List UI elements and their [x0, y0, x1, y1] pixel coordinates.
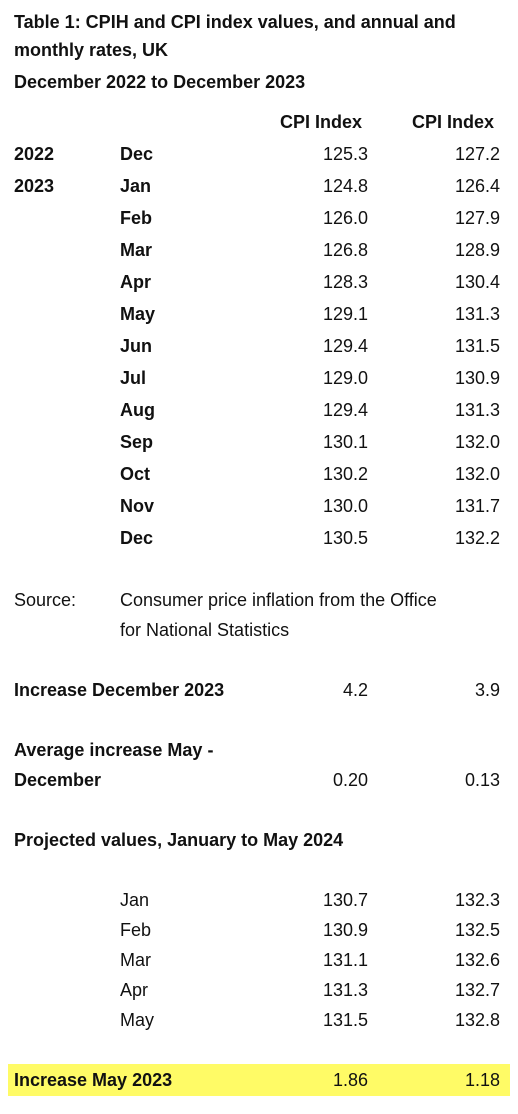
projected-cpi: 132.5 — [454, 920, 500, 940]
cpi-value: 128.9 — [454, 240, 500, 260]
table-row: Apr 131.3 132.7 — [0, 974, 518, 1006]
cpi-value: 126.4 — [454, 176, 500, 196]
cpih-value: 130.1 — [322, 432, 368, 452]
table-row: Feb 126.0 127.9 — [0, 202, 518, 234]
table-row: Apr 128.3 130.4 — [0, 266, 518, 298]
average-increase-cpih: 0.20 — [332, 770, 368, 790]
month-cell: Feb — [120, 208, 153, 228]
month-cell: Jun — [120, 336, 153, 356]
cpih-value: 124.8 — [322, 176, 368, 196]
projected-cpi: 132.7 — [454, 980, 500, 1000]
month-cell: Dec — [120, 528, 154, 548]
table-row: May 129.1 131.3 — [0, 298, 518, 330]
projected-cpih: 131.5 — [322, 1010, 368, 1030]
cpih-value: 129.0 — [322, 368, 368, 388]
month-cell: May — [120, 304, 156, 324]
cpi-value: 131.3 — [454, 304, 500, 324]
cpih-value: 130.5 — [322, 528, 368, 548]
increase-december-label: Increase December 2023 — [14, 680, 225, 700]
increase-may-row: Increase May 2023 1.86 1.18 — [8, 1064, 510, 1096]
cpi-value: 130.4 — [454, 272, 500, 292]
table-row: Sep 130.1 132.0 — [0, 426, 518, 458]
cpih-value: 128.3 — [322, 272, 368, 292]
source-label: Source: — [14, 590, 77, 610]
projected-cpih: 130.7 — [322, 890, 368, 910]
source-text-line-1: Consumer price inflation from the Office — [120, 590, 437, 610]
table-row: Oct 130.2 132.0 — [0, 458, 518, 490]
increase-may-cpi: 1.18 — [464, 1070, 500, 1090]
table-subtitle: December 2022 to December 2023 — [14, 72, 306, 92]
projected-cpih: 130.9 — [322, 920, 368, 940]
projected-cpih: 131.3 — [322, 980, 368, 1000]
cpi-value: 131.3 — [454, 400, 500, 420]
cpih-value: 129.4 — [322, 336, 368, 356]
table-row: Jun 129.4 131.5 — [0, 330, 518, 362]
month-cell: Oct — [120, 464, 151, 484]
table-title-line-2: monthly rates, UK — [14, 40, 169, 60]
projected-cpi: 132.8 — [454, 1010, 500, 1030]
table-row: Jan 130.7 132.3 — [0, 884, 518, 916]
table-row: 2023 Jan 124.8 126.4 — [0, 170, 518, 202]
projected-month: Mar — [120, 950, 151, 970]
year-cell: 2023 — [14, 176, 55, 196]
table-row: 2022 Dec 125.3 127.2 — [0, 138, 518, 170]
increase-may-label: Increase May 2023 — [14, 1070, 173, 1090]
cpih-value: 129.4 — [322, 400, 368, 420]
cpi-value: 130.9 — [454, 368, 500, 388]
table-row: Jul 129.0 130.9 — [0, 362, 518, 394]
cpih-value: 126.8 — [322, 240, 368, 260]
projected-cpi: 132.3 — [454, 890, 500, 910]
table-title-line-1: Table 1: CPIH and CPI index values, and … — [14, 12, 456, 32]
table-row: Dec 130.5 132.2 — [0, 522, 518, 554]
table-row: Feb 130.9 132.5 — [0, 914, 518, 946]
increase-december-cpih: 4.2 — [342, 680, 368, 700]
cpi-value: 131.5 — [454, 336, 500, 356]
cpih-value: 126.0 — [322, 208, 368, 228]
increase-december-row: Increase December 2023 4.2 3.9 — [0, 674, 518, 706]
table-row: Nov 130.0 131.7 — [0, 490, 518, 522]
cpi-value: 132.0 — [454, 432, 500, 452]
projected-cpih: 131.1 — [322, 950, 368, 970]
month-cell: Sep — [120, 432, 154, 452]
average-increase-row: December 0.20 0.13 — [0, 764, 518, 796]
projected-month: May — [120, 1010, 155, 1030]
cpi-value: 131.7 — [454, 496, 500, 516]
cpi-value: 127.9 — [454, 208, 500, 228]
projected-cpi: 132.6 — [454, 950, 500, 970]
month-cell: Nov — [120, 496, 155, 516]
average-increase-label-line-2: December — [14, 770, 102, 790]
average-increase-label-line-1: Average increase May - — [14, 740, 214, 760]
increase-may-cpih: 1.86 — [332, 1070, 368, 1090]
month-cell: Apr — [120, 272, 151, 292]
increase-december-cpi: 3.9 — [474, 680, 500, 700]
cpi-value: 132.0 — [454, 464, 500, 484]
year-cell: 2022 — [14, 144, 55, 164]
projected-heading: Projected values, January to May 2024 — [14, 830, 344, 850]
column-header-1: CPI Index — [279, 112, 362, 132]
cpi-value: 127.2 — [454, 144, 500, 164]
column-header-2: CPI Index — [411, 112, 494, 132]
cpih-value: 129.1 — [322, 304, 368, 324]
cpih-value: 125.3 — [322, 144, 368, 164]
cpi-value: 132.2 — [454, 528, 500, 548]
table-row: Aug 129.4 131.3 — [0, 394, 518, 426]
month-cell: Jan — [120, 176, 152, 196]
month-cell: Dec — [120, 144, 154, 164]
table-row: Mar 126.8 128.9 — [0, 234, 518, 266]
projected-month: Apr — [120, 980, 149, 1000]
cpih-value: 130.2 — [322, 464, 368, 484]
cpih-value: 130.0 — [322, 496, 368, 516]
table-row: May 131.5 132.8 — [0, 1004, 518, 1036]
source-text-line-2: for National Statistics — [120, 620, 290, 640]
average-increase-cpi: 0.13 — [464, 770, 500, 790]
projected-month: Feb — [120, 920, 152, 940]
month-cell: Aug — [120, 400, 155, 420]
table-row: Mar 131.1 132.6 — [0, 944, 518, 976]
projected-month: Jan — [120, 890, 150, 910]
month-cell: Jul — [120, 368, 147, 388]
month-cell: Mar — [120, 240, 153, 260]
